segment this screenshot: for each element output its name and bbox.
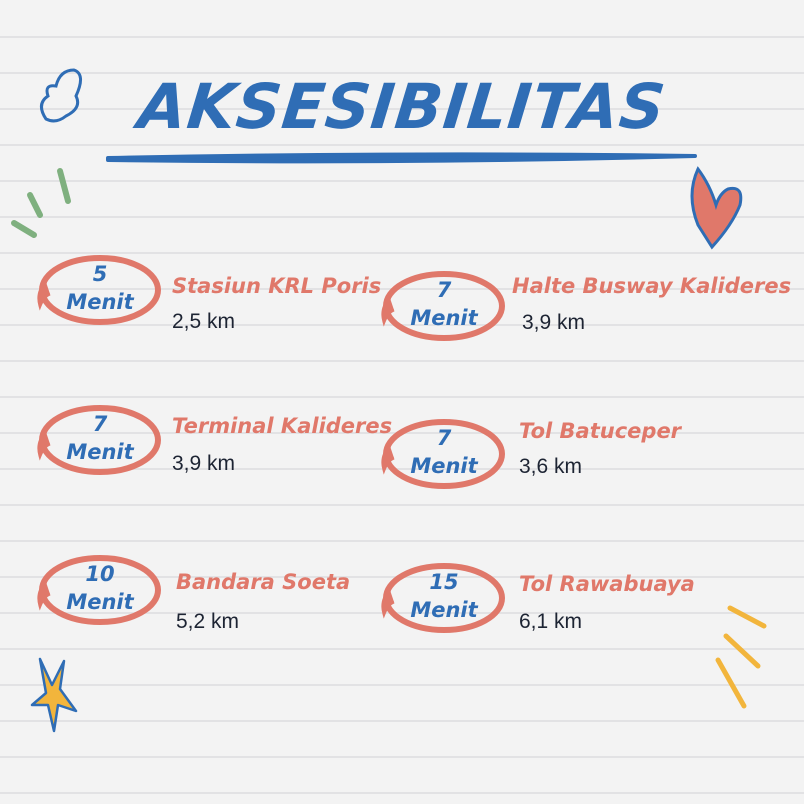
speech-bubble-icon xyxy=(37,555,161,625)
heart-icon xyxy=(690,166,743,250)
sparkle-lines-icon xyxy=(11,168,71,238)
star-icon xyxy=(30,657,78,733)
destination-name: Tol Rawabuaya xyxy=(519,572,695,596)
distance-value: 6,1 km xyxy=(519,610,583,633)
minutes-value: 5 xyxy=(92,262,108,286)
time-bubble: 15 Menit xyxy=(380,560,510,640)
distance-value: 3,9 km xyxy=(172,452,236,475)
minutes-value: 7 xyxy=(92,412,108,436)
flower-doodle-icon xyxy=(40,68,82,123)
distance-value: 3,9 km xyxy=(522,311,586,334)
sparkle-lines-icon xyxy=(715,605,767,709)
distance-value: 2,5 km xyxy=(172,310,236,333)
minutes-value: 7 xyxy=(436,426,452,450)
destination-name: Tol Batuceper xyxy=(519,419,682,443)
time-bubble: 7 Menit xyxy=(380,268,510,348)
speech-bubble-icon xyxy=(381,563,505,633)
minutes-unit: Menit xyxy=(410,598,478,622)
title-underline xyxy=(106,152,697,164)
minutes-value: 10 xyxy=(85,562,115,586)
minutes-unit: Menit xyxy=(410,306,478,330)
speech-bubble-icon xyxy=(381,419,505,489)
speech-bubble-icon xyxy=(381,271,505,341)
speech-bubble-icon xyxy=(37,255,161,325)
minutes-unit: Menit xyxy=(66,440,134,464)
destination-name: Halte Busway Kalideres xyxy=(512,274,792,298)
minutes-unit: Menit xyxy=(410,454,478,478)
minutes-value: 15 xyxy=(429,570,459,594)
destination-name: Terminal Kalideres xyxy=(172,414,393,438)
minutes-unit: Menit xyxy=(66,290,134,314)
distance-value: 5,2 km xyxy=(176,610,240,633)
minutes-unit: Menit xyxy=(66,590,134,614)
distance-value: 3,6 km xyxy=(519,455,583,478)
destination-name: Stasiun KRL Poris xyxy=(172,274,382,298)
destination-name: Bandara Soeta xyxy=(176,570,351,594)
time-bubble: 7 Menit xyxy=(380,416,510,496)
minutes-value: 7 xyxy=(436,278,452,302)
page-title: AKSESIBILITAS xyxy=(134,70,670,143)
time-bubble: 10 Menit xyxy=(36,552,166,632)
time-bubble: 5 Menit xyxy=(36,252,166,332)
speech-bubble-icon xyxy=(37,405,161,475)
time-bubble: 7 Menit xyxy=(36,402,166,482)
